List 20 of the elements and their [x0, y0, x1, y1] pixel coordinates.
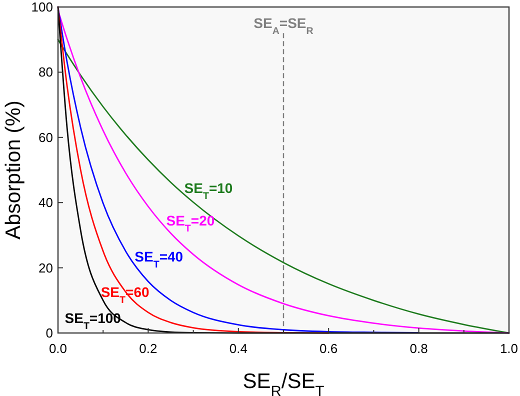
x-tick-label: 1.0	[500, 341, 518, 356]
x-tick-label: 0.8	[410, 341, 428, 356]
y-tick-label: 0	[46, 326, 53, 340]
series-label: SE$_{T}$=60	[100, 284, 150, 306]
series-label: SE$_{T}$=20	[166, 212, 215, 234]
x-tick-label: 0.4	[229, 341, 248, 356]
x-axis-title: SE$_{R}$/SE$_{T}$	[242, 370, 324, 396]
y-tick-label: 20	[38, 260, 53, 276]
x-tick-label: 0.6	[320, 341, 338, 356]
y-tick-label: 40	[38, 195, 53, 210]
y-tick-label: 100	[31, 0, 53, 14]
y-axis-title: Absorption (%)	[2, 100, 25, 240]
x-tick-label: 0.2	[139, 341, 158, 356]
y-tick-label: 80	[38, 64, 53, 80]
x-tick-label: 0.0	[48, 341, 68, 356]
ref-line-label: SE$_{A}$=SE$_{R}$	[254, 15, 314, 36]
series-label: SE$_{T}$=40	[134, 248, 184, 270]
series-label: SE$_{T}$=10	[184, 180, 233, 202]
series-label: SE$_{T}$=100	[64, 310, 122, 332]
y-tick-label: 60	[38, 130, 53, 145]
